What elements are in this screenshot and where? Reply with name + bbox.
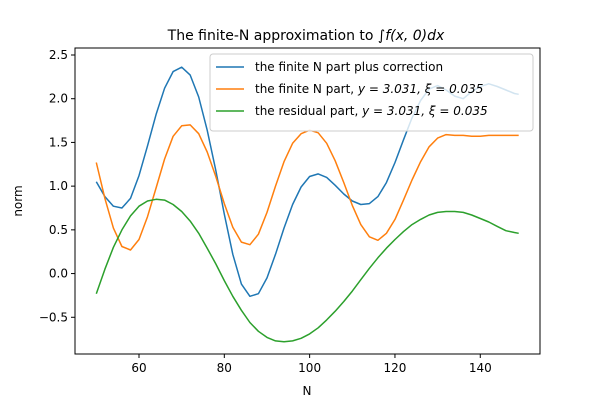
x-tick-label: 80: [217, 361, 232, 375]
legend-label-3: the residual part, y = 3.031, ξ = 0.035: [255, 104, 488, 118]
y-axis: −0.5 0.0 0.5 1.0 1.5 2.0 2.5: [39, 48, 75, 324]
chart-title-math: ∫f(x, 0)dx: [378, 28, 445, 44]
legend-items: the finite N part plus correction the fin…: [216, 60, 488, 118]
legend-box: [209, 53, 534, 132]
legend-label-1: the finite N part plus correction: [255, 60, 443, 74]
legend-label-2: the finite N part, y = 3.031, ξ = 0.035: [255, 82, 483, 96]
x-tick-label: 140: [469, 361, 492, 375]
legend: the finite N part plus correction the fin…: [209, 53, 534, 132]
x-tick-label: 120: [384, 361, 407, 375]
x-tick-label: 100: [298, 361, 321, 375]
x-axis: 60 80 100 120 140: [131, 354, 492, 375]
chart-title: The finite-N approximation to ∫f(x, 0)dx: [167, 28, 445, 44]
x-axis-label: N: [303, 384, 312, 398]
y-tick-label: 0.0: [49, 267, 68, 281]
y-tick-label: 2.0: [49, 92, 68, 106]
y-tick-label: 0.5: [49, 223, 68, 237]
chart-title-prefix: The finite-N approximation to: [167, 28, 378, 44]
plot-frame: [74, 47, 541, 355]
series-line-3: [95, 198, 519, 343]
x-tick-label: 60: [131, 361, 146, 375]
y-tick-label: 1.5: [49, 135, 68, 149]
y-tick-label: −0.5: [39, 310, 68, 324]
y-tick-label: 1.0: [49, 179, 68, 193]
y-tick-label: 2.5: [49, 48, 68, 62]
y-axis-label: norm: [11, 185, 25, 216]
